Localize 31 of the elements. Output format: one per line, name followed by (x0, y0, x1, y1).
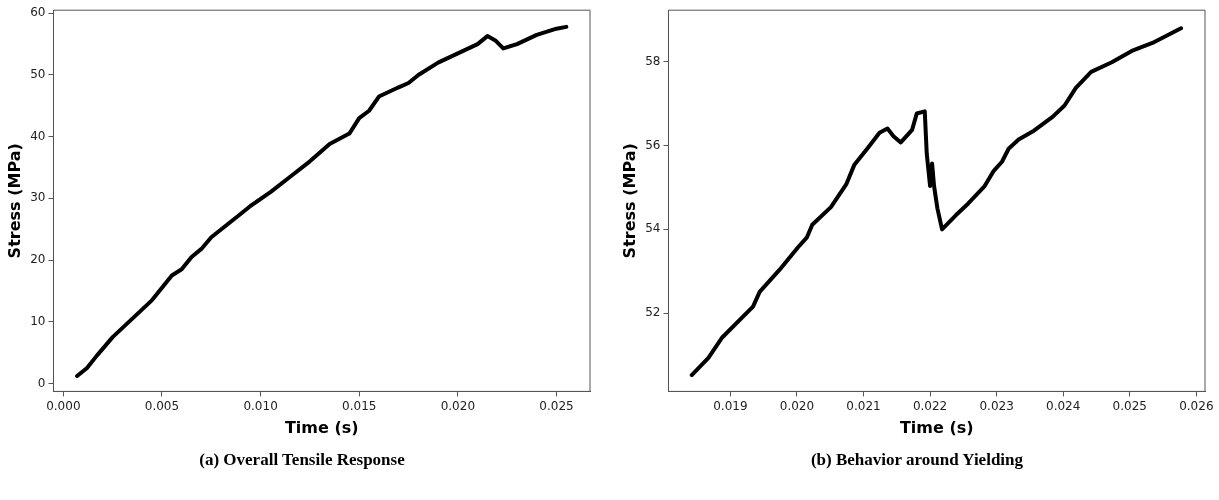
text: (b) Behavior around Yielding (809, 450, 1025, 470)
y-tick-label: 50 (30, 67, 46, 82)
y-tick-label: 52 (645, 305, 661, 320)
x-tick-label: 0.019 (713, 398, 748, 413)
x-tick-label: 0.022 (912, 398, 948, 413)
y-tick-label: 56 (645, 137, 661, 152)
y-tick-label: 60 (30, 5, 46, 20)
x-tick-label: 0.010 (243, 398, 278, 413)
x-tick-label: 0.020 (440, 398, 476, 413)
y-axis-title: Stress (MPa) (619, 143, 639, 259)
x-tick-label: 0.026 (1179, 398, 1214, 413)
y-tick-label: 54 (645, 221, 661, 236)
y-tick-label: 20 (30, 252, 46, 267)
x-tick-label: 0.023 (979, 398, 1014, 413)
text: (a) Overall Tensile Response (198, 450, 406, 470)
x-tick-label: 0.025 (539, 398, 574, 413)
x-tick-label: 0.021 (846, 398, 881, 413)
y-tick-label: 40 (30, 128, 46, 143)
x-axis-title: Time (s) (284, 417, 359, 437)
y-axis-title: Stress (MPa) (4, 143, 24, 259)
x-tick-label: 0.005 (144, 398, 180, 413)
x-tick-label: 0.025 (1112, 398, 1147, 413)
y-tick-label: 30 (30, 190, 46, 205)
x-tick-label: 0.020 (779, 398, 815, 413)
y-tick-label: 58 (645, 53, 661, 68)
y-tick-label: 0 (37, 375, 46, 390)
x-tick-label: 0.024 (1046, 398, 1081, 413)
x-tick-label: 0.015 (342, 398, 377, 413)
x-axis-title: Time (s) (899, 417, 974, 437)
y-tick-label: 10 (30, 313, 46, 328)
x-tick-label: 0.000 (46, 398, 81, 413)
